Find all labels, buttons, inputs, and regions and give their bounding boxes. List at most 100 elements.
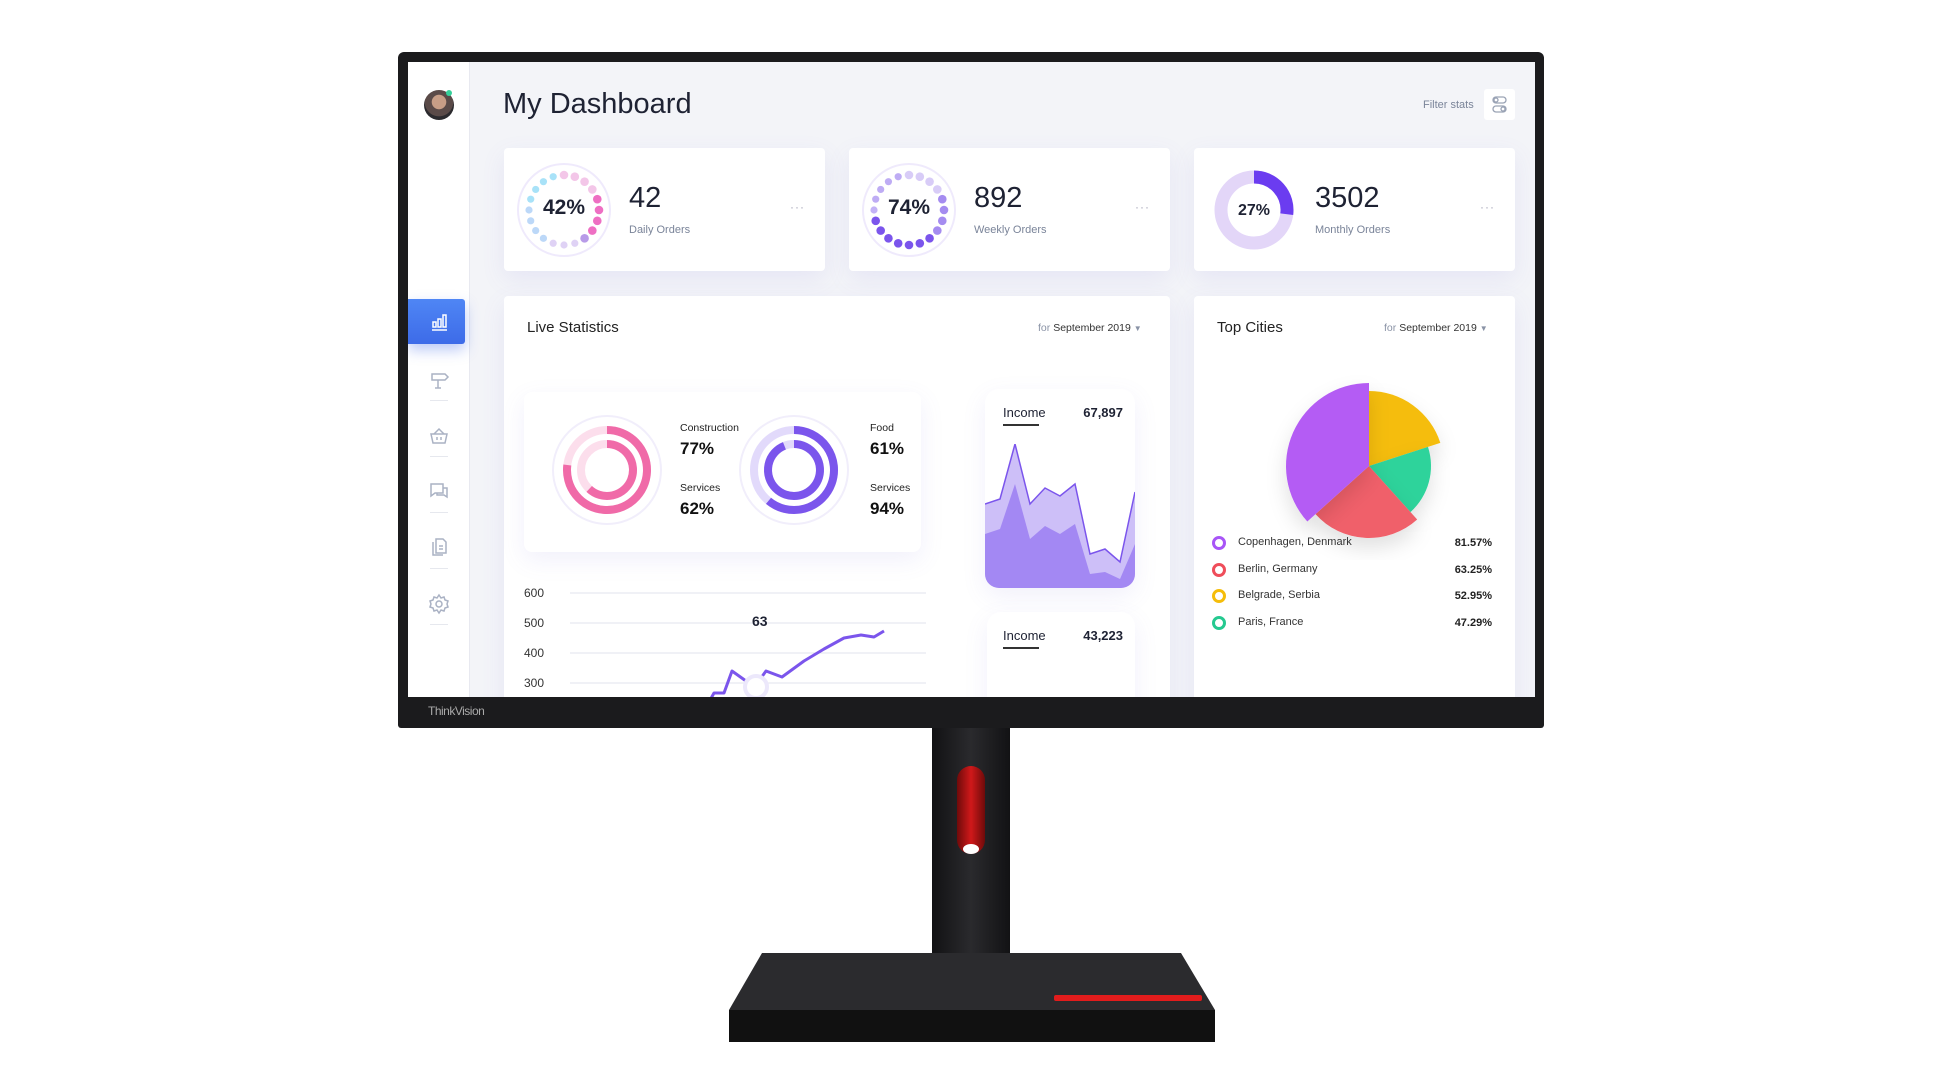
progress-dot [870, 206, 878, 214]
for-label: for [1038, 322, 1051, 334]
progress-dot [937, 216, 947, 226]
progress-dot [933, 226, 942, 235]
period-value: September 2019 [1399, 322, 1477, 334]
area-series [985, 484, 1135, 588]
ring-value: 77% [680, 439, 715, 458]
period-value: September 2019 [1053, 322, 1131, 334]
filter-stats-label[interactable]: Filter stats [1423, 99, 1474, 111]
area-line [985, 444, 1135, 564]
progress-dot [876, 226, 885, 235]
y-tick-label: 600 [524, 586, 544, 600]
donut-progress [1214, 170, 1294, 250]
city-name: Paris, France [1238, 615, 1304, 628]
documents-icon[interactable] [428, 536, 450, 558]
progress-dot [539, 178, 548, 186]
period-dropdown[interactable]: for September 2019 ▼ [1038, 322, 1142, 334]
income-value: 43,223 [1083, 628, 1123, 643]
y-tick-label: 300 [524, 676, 544, 690]
stat-percent: 27% [1237, 202, 1271, 219]
stat-card-daily: 42% 42 Daily Orders ··· [504, 148, 825, 271]
ring-label: Food [870, 422, 894, 434]
more-options-button[interactable]: ··· [790, 200, 805, 214]
progress-dot [588, 226, 597, 235]
divider [430, 456, 448, 457]
stat-card-weekly: 74% 892 Weekly Orders ··· [849, 148, 1170, 271]
ring-background [517, 163, 611, 257]
filter-stats-button[interactable] [1484, 89, 1515, 120]
progress-dot [925, 234, 934, 243]
more-options-button[interactable]: ··· [1135, 200, 1150, 214]
legend-marker [1212, 589, 1226, 603]
legend-marker [1212, 536, 1226, 550]
toggle-icon [1492, 96, 1507, 113]
bar-chart-icon [432, 314, 447, 331]
pie-chart [1286, 383, 1441, 538]
ring-value: 62% [680, 499, 715, 518]
ring-fill [764, 440, 824, 500]
stat-value: 42 [629, 182, 662, 214]
divider [430, 624, 448, 625]
divider [430, 568, 448, 569]
ring-label: Services [870, 482, 911, 494]
income-card: Income 67,897 [985, 389, 1135, 588]
income-value: 67,897 [1083, 405, 1123, 420]
ring-fill [586, 440, 637, 500]
progress-dot [570, 172, 580, 182]
cable-slot [957, 766, 985, 854]
highlight-point [743, 674, 769, 697]
progress-dot [894, 173, 902, 181]
area-chart [985, 444, 1135, 588]
progress-dot [915, 172, 925, 182]
progress-dot [527, 195, 535, 203]
caret-down-icon: ▼ [1133, 324, 1142, 333]
income-label: Income [1003, 405, 1046, 420]
progress-dot [532, 226, 540, 235]
live-statistics-panel: Live Statistics for September 2019 ▼ Con… [504, 296, 1170, 697]
pie-slice-purple [1286, 383, 1369, 522]
progress-dot [933, 185, 942, 194]
ring-value: 94% [870, 499, 905, 518]
city-percent: 52.95% [1454, 590, 1492, 602]
ring-fill [765, 426, 838, 514]
ring-chart-construction [552, 415, 662, 525]
progress-dot [592, 194, 602, 204]
gear-icon[interactable] [428, 593, 450, 615]
underline [1003, 424, 1039, 426]
period-dropdown[interactable]: for September 2019 ▼ [1384, 322, 1488, 334]
progress-dot [884, 234, 893, 243]
area-chart [987, 667, 1135, 697]
caret-down-icon: ▼ [1479, 324, 1488, 333]
dotted-progress-ring [517, 163, 611, 257]
progress-dot [871, 216, 881, 226]
city-percent: 81.57% [1454, 537, 1492, 549]
progress-dot [588, 185, 597, 194]
legend-marker [1212, 615, 1226, 630]
stat-label: Daily Orders [629, 224, 691, 236]
progress-dot [580, 234, 589, 243]
pie-slice-green [1369, 446, 1431, 513]
more-options-button[interactable]: ··· [1480, 200, 1495, 214]
online-status-dot [446, 90, 452, 96]
for-label: for [1384, 322, 1397, 334]
progress-dot [915, 238, 925, 248]
progress-dot [549, 173, 557, 181]
city-percent: 63.25% [1454, 563, 1492, 576]
monitor-stand-base [729, 953, 1215, 1042]
progress-dot [877, 185, 885, 194]
sidebar [408, 62, 470, 697]
stat-card-monthly: 27% 3502 Monthly Orders ··· [1194, 148, 1515, 271]
progress-dot [549, 239, 557, 247]
basket-icon[interactable] [428, 425, 450, 447]
sidebar-item-statistics[interactable] [408, 299, 465, 344]
pie-slice-red [1315, 466, 1418, 538]
chat-icon[interactable] [428, 480, 450, 502]
progress-dot [580, 177, 589, 186]
pie-slice-yellow [1369, 391, 1441, 466]
progress-dot [884, 178, 893, 186]
signpost-icon[interactable] [428, 369, 450, 391]
progress-dot [539, 234, 548, 242]
progress-dot [532, 185, 540, 194]
stat-label: Weekly Orders [974, 224, 1047, 236]
stat-value: 3502 [1315, 182, 1380, 214]
ring-fill [563, 426, 651, 514]
